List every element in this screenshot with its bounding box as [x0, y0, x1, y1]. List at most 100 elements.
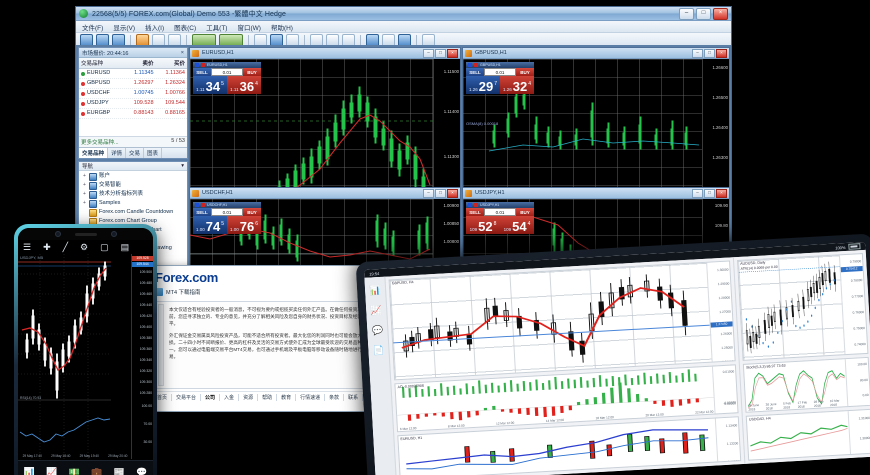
one-click-trading-panel[interactable]: USDJPY,H1 SELL 0.01 BUY 109 52 8 — [466, 202, 534, 234]
chart-close-button[interactable]: × — [716, 188, 727, 198]
expand-icon[interactable]: + — [83, 173, 86, 179]
history-icon[interactable]: 💼 — [91, 466, 103, 475]
buy-button[interactable]: BUY — [243, 68, 261, 76]
column-ask[interactable]: 买价 — [173, 61, 185, 67]
table-row[interactable]: USDCHF 1.00745 1.00766 — [79, 89, 187, 99]
sell-button[interactable]: SELL — [193, 68, 211, 76]
sell-price[interactable]: 1.11 34 5 — [193, 76, 227, 94]
buy-button[interactable]: BUY — [243, 208, 261, 216]
chart-close-button[interactable]: × — [716, 48, 727, 58]
expand-icon[interactable]: + — [83, 191, 86, 197]
menu-item-file[interactable]: 文件(F) — [82, 24, 104, 32]
minimize-button[interactable]: – — [679, 7, 694, 20]
lot-size-input[interactable]: 0.01 — [484, 208, 516, 216]
tablet-panel-usdcad[interactable]: USDCAD, H4 1.31000 1.30000 — [745, 408, 870, 461]
nav-tree-item[interactable]: Forex.com Candle Countdown — [82, 208, 187, 217]
one-click-trading-panel[interactable]: EURUSD,H1 SELL 0.01 BUY 1.11 34 5 — [193, 62, 261, 94]
footer-tab-news[interactable]: 行情速递 — [296, 394, 326, 401]
column-symbol[interactable]: 交易品种 — [81, 61, 104, 67]
crosshair-icon[interactable]: ✚ — [43, 241, 51, 252]
lot-size-input[interactable]: 0.01 — [211, 208, 243, 216]
one-click-trading-panel[interactable]: GBPUSD,H1 SELL 0.01 BUY 1.26 29 7 — [466, 62, 534, 94]
more-symbols-link[interactable]: 更多交易品种... — [81, 140, 119, 146]
sell-button[interactable]: SELL — [193, 208, 211, 216]
market-watch-close-icon[interactable]: × — [180, 49, 184, 56]
tab-trade[interactable]: 交易 — [126, 148, 145, 158]
scrollbar[interactable] — [158, 304, 164, 386]
buy-price[interactable]: 1.26 32 4 — [500, 76, 534, 94]
menu-item-charts[interactable]: 图表(C) — [174, 24, 197, 32]
nav-tree-item[interactable]: + Samples — [82, 199, 187, 208]
footer-tab-deposit[interactable]: 入金 — [220, 394, 240, 401]
sell-price[interactable]: 1.26 29 7 — [466, 76, 500, 94]
chart-maximize-button[interactable]: □ — [704, 188, 715, 198]
footer-tab-help[interactable]: 帮助 — [258, 394, 278, 401]
menu-item-insert[interactable]: 插入(I) — [144, 24, 165, 32]
chart-maximize-button[interactable]: □ — [435, 48, 446, 58]
tab-symbols[interactable]: 交易品种 — [79, 148, 109, 158]
news-icon[interactable]: 📄 — [372, 344, 385, 356]
news-icon[interactable]: 📰 — [113, 466, 125, 475]
buy-button[interactable]: BUY — [516, 68, 534, 76]
settings-icon[interactable]: ▤ — [120, 241, 130, 252]
chat-icon[interactable]: 💬 — [371, 324, 384, 336]
column-bid[interactable]: 卖价 — [142, 61, 154, 67]
objects-icon[interactable]: ▢ — [100, 241, 109, 252]
menu-item-view[interactable]: 显示(V) — [113, 24, 135, 32]
footer-tab-home[interactable]: 首页 — [153, 394, 173, 401]
menu-item-help[interactable]: 帮助(H) — [270, 24, 293, 32]
nav-tree-item[interactable]: + 技术分析指标列表 — [82, 190, 187, 199]
chart-maximize-button[interactable]: □ — [435, 188, 446, 198]
footer-tab-education[interactable]: 教育 — [277, 394, 297, 401]
buy-price[interactable]: 1.11 36 4 — [227, 76, 261, 94]
tab-details[interactable]: 详情 — [108, 148, 127, 158]
chevron-down-icon[interactable]: ▾ — [181, 163, 184, 169]
tablet-panel-audusd[interactable]: AUDUSD, Daily ATR(14) 0.0069 per 0.00 — [737, 253, 869, 362]
expand-icon[interactable]: + — [83, 200, 86, 206]
sell-button[interactable]: SELL — [466, 68, 484, 76]
line-icon[interactable]: ╱ — [62, 241, 69, 252]
tab-chart[interactable]: 图表 — [144, 148, 163, 158]
menu-item-tools[interactable]: 工具(T) — [206, 24, 228, 32]
tablet-panel-eurusd[interactable]: EURUSD, H1 — [397, 416, 742, 475]
tablet-panel-ao[interactable]: AO -0.00026906 — [394, 364, 739, 433]
chart-maximize-button[interactable]: □ — [704, 48, 715, 58]
chart-minimize-button[interactable]: – — [692, 48, 703, 58]
maximize-button[interactable]: □ — [696, 7, 711, 20]
one-click-trading-panel[interactable]: USDCHF,H1 SELL 0.01 BUY 1.00 74 5 — [193, 202, 261, 234]
table-row[interactable]: USDJPY 109.528 109.544 — [79, 99, 187, 109]
buy-price[interactable]: 1.00 76 6 — [227, 216, 261, 234]
nav-tree-item[interactable]: + 账户 — [82, 172, 187, 181]
footer-tab-company[interactable]: 公司 — [201, 394, 221, 401]
expand-icon[interactable]: + — [83, 182, 86, 188]
chart-close-button[interactable]: × — [447, 48, 458, 58]
nav-tree-item[interactable]: + 交易智能 — [82, 181, 187, 190]
indicators-icon[interactable]: ⚙ — [80, 241, 89, 252]
footer-tab-contact[interactable]: 联系 — [344, 394, 364, 401]
sell-price[interactable]: 1.00 74 5 — [193, 216, 227, 234]
sell-price[interactable]: 109 52 8 — [466, 216, 500, 234]
sell-button[interactable]: SELL — [466, 208, 484, 216]
menu-icon[interactable]: ☰ — [23, 241, 32, 252]
menu-item-window[interactable]: 窗口(W) — [237, 24, 261, 32]
table-row[interactable]: EURGBP 0.88143 0.88165 — [79, 109, 187, 119]
doc-tab[interactable]: MT4 下载指南 — [149, 285, 384, 299]
table-row[interactable]: EURUSD 1.11345 1.11364 — [79, 69, 187, 79]
table-row[interactable]: GBPUSD 1.26297 1.26324 — [79, 79, 187, 89]
buy-button[interactable]: BUY — [516, 208, 534, 216]
tablet-panel-gbpusd[interactable]: GBPUSD, H4 — [388, 260, 736, 381]
chart-minimize-button[interactable]: – — [692, 188, 703, 198]
chat-icon[interactable]: 💬 — [136, 466, 148, 475]
quotes-icon[interactable]: 📊 — [23, 466, 35, 475]
charts-icon[interactable]: 📈 — [370, 304, 383, 316]
lot-size-input[interactable]: 0.01 — [484, 68, 516, 76]
buy-price[interactable]: 109 54 4 — [500, 216, 534, 234]
tablet-panel-stochastic[interactable]: Stoch(5,3,3) 86.97 73.63 100.00 80.00 0.… — [742, 357, 870, 413]
chart-canvas[interactable]: 1.26600 1.26500 1.26400 1.26300 OSMA(8) … — [463, 59, 729, 188]
close-button[interactable]: × — [713, 7, 728, 20]
charts-icon[interactable]: 📈 — [46, 466, 58, 475]
lot-size-input[interactable]: 0.01 — [211, 68, 243, 76]
footer-tab-resources[interactable]: 资源 — [239, 394, 259, 401]
chart-minimize-button[interactable]: – — [423, 48, 434, 58]
quotes-icon[interactable]: 📊 — [369, 284, 382, 296]
